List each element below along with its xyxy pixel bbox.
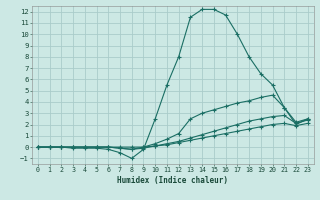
X-axis label: Humidex (Indice chaleur): Humidex (Indice chaleur) [117, 176, 228, 185]
